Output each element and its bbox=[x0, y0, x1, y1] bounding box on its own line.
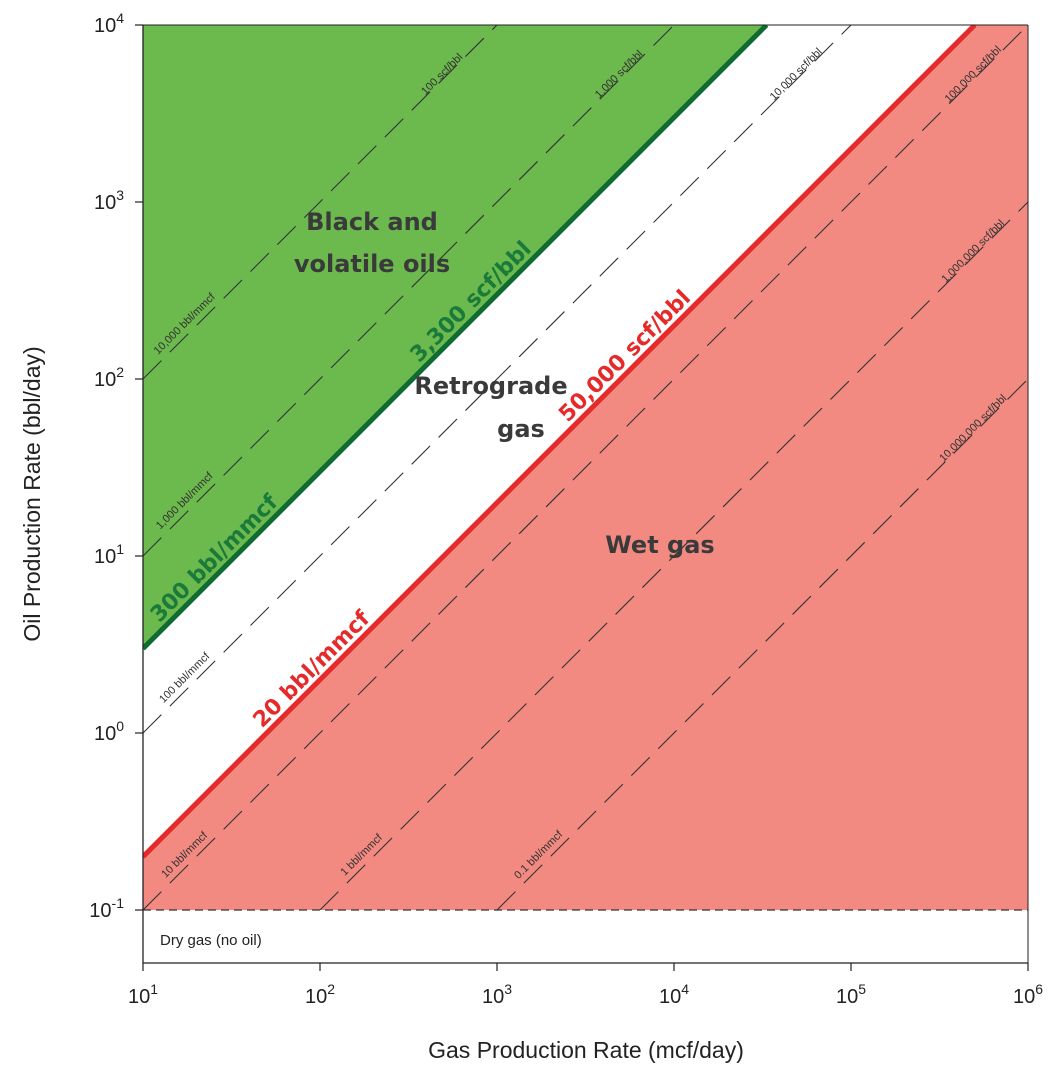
x-tick-label-1: 102 bbox=[305, 981, 335, 1008]
y-tick-label-1: 103 bbox=[94, 187, 124, 214]
x-tick-label-3: 104 bbox=[659, 981, 689, 1008]
x-tick-label-2: 103 bbox=[482, 981, 512, 1008]
wet-gas-boundary-line bbox=[143, 25, 977, 859]
region-label-oil-line1: Black and bbox=[306, 208, 438, 236]
guide-line-3 bbox=[143, 25, 1028, 910]
x-tick-label-4: 105 bbox=[836, 981, 866, 1008]
x-tick-label-5: 106 bbox=[1013, 981, 1043, 1008]
oil-boundary-line bbox=[143, 25, 769, 651]
y-tick-label-5: 10-1 bbox=[89, 895, 124, 922]
region-label-retrograde-line1: Retrograde bbox=[414, 372, 567, 400]
region-label-dry-gas: Dry gas (no oil) bbox=[160, 932, 262, 949]
x-axis-title: Gas Production Rate (mcf/day) bbox=[428, 1037, 744, 1063]
guide-label-scf-2: 10,000 scf/bbl bbox=[768, 46, 825, 103]
guide-line-0 bbox=[143, 25, 498, 380]
region-label-wet-gas: Wet gas bbox=[605, 531, 714, 559]
y-tick-label-2: 102 bbox=[94, 364, 124, 391]
dry-gas-area bbox=[143, 909, 1028, 963]
y-axis-title: Oil Production Rate (bbl/day) bbox=[19, 346, 45, 641]
guide-label-bbl-2: 100 bbl/mmcf bbox=[157, 650, 213, 706]
region-label-oil-line2: volatile oils bbox=[294, 250, 450, 278]
guide-line-4 bbox=[319, 201, 1028, 910]
guide-line-2 bbox=[143, 25, 852, 734]
guide-line-1 bbox=[143, 25, 675, 557]
x-tick-label-0: 101 bbox=[128, 981, 158, 1008]
guide-line-5 bbox=[496, 378, 1028, 910]
region-label-retrograde-line2: gas bbox=[497, 415, 545, 443]
y-tick-label-3: 101 bbox=[94, 541, 124, 568]
y-tick-label-4: 100 bbox=[94, 718, 124, 745]
y-tick-label-0: 104 bbox=[94, 10, 124, 37]
axes bbox=[142, 24, 1029, 964]
